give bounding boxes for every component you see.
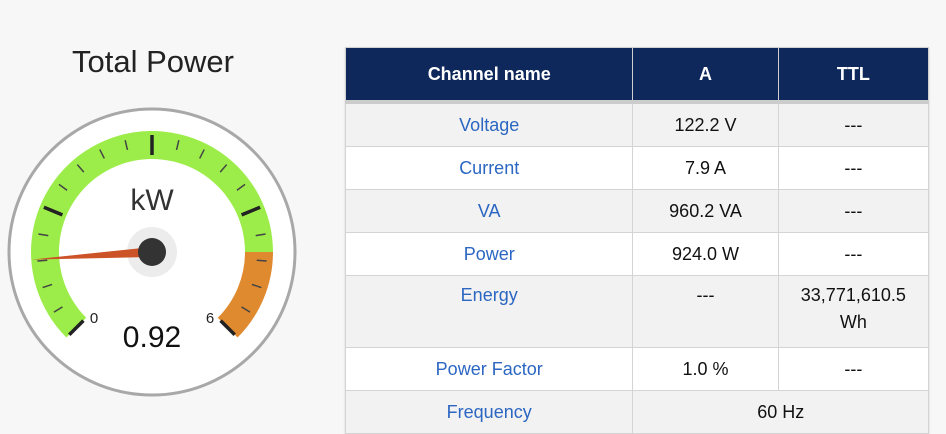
gauge-unit: kW xyxy=(130,184,174,217)
value-ttl: --- xyxy=(777,146,930,190)
table-row: Power 924.0 W --- xyxy=(344,232,930,276)
channel-name-link[interactable]: Frequency xyxy=(344,390,634,434)
gauge-minor-tick xyxy=(99,149,105,159)
value-a: 7.9 A xyxy=(632,146,779,190)
table-row: Current 7.9 A --- xyxy=(344,146,930,190)
value-ttl: --- xyxy=(777,232,930,276)
gauge-minor-tick xyxy=(236,183,246,191)
gauge-minor-tick xyxy=(256,259,267,262)
gauge-major-tick xyxy=(68,319,85,336)
header-channel-name: Channel name xyxy=(344,47,634,104)
value-a: 122.2 V xyxy=(632,101,779,147)
value-ttl: 33,771,610.5 Wh xyxy=(777,275,930,348)
gauge-minor-tick xyxy=(124,140,129,151)
gauge-minor-tick xyxy=(199,149,205,159)
value-a: 960.2 VA xyxy=(632,189,779,233)
gauge-minor-tick xyxy=(255,233,266,237)
gauge-hub xyxy=(138,238,166,266)
channel-name-link[interactable]: Voltage xyxy=(344,101,634,147)
channel-name-link[interactable]: Power xyxy=(344,232,634,276)
gauge-max-label: 6 xyxy=(206,310,214,327)
gauge-minor-tick xyxy=(58,183,68,191)
gauge-minor-tick xyxy=(76,164,85,173)
gauge-minor-tick xyxy=(37,259,48,262)
gauge-major-tick xyxy=(240,205,261,217)
table-row: Voltage 122.2 V --- xyxy=(344,101,930,147)
gauge-value: 0.92 xyxy=(123,321,181,354)
value-a: 924.0 W xyxy=(632,232,779,276)
table-row: Frequency 60 Hz xyxy=(344,390,929,434)
value-ttl: --- xyxy=(777,347,930,391)
gauge-title: Total Power xyxy=(72,44,234,79)
gauge-minor-tick xyxy=(53,306,63,313)
value-a: 1.0 % xyxy=(632,347,779,391)
channel-table: Channel name A TTL Voltage 122.2 V --- C… xyxy=(344,47,930,434)
gauge-major-tick xyxy=(43,205,64,217)
gauge-minor-tick xyxy=(251,283,262,289)
gauge-minor-tick xyxy=(175,140,180,151)
gauge-minor-tick xyxy=(38,233,49,237)
table-header-row: Channel name A TTL xyxy=(344,47,930,104)
table-row: Energy --- 33,771,610.5 Wh xyxy=(344,275,930,348)
value-frequency: 60 Hz xyxy=(632,390,929,434)
gauge-minor-tick xyxy=(42,283,53,289)
table-row: Power Factor 1.0 % --- xyxy=(344,347,930,391)
gauge-needle xyxy=(31,247,153,260)
gauge-band xyxy=(30,130,273,338)
gauge-band xyxy=(217,252,273,338)
gauge-minor-tick xyxy=(241,306,251,313)
gauge-major-tick xyxy=(219,319,236,336)
table-row: VA 960.2 VA --- xyxy=(344,189,930,233)
header-ttl: TTL xyxy=(777,47,930,104)
gauge-minor-tick xyxy=(219,164,228,173)
channel-name-link[interactable]: VA xyxy=(344,189,634,233)
value-ttl: --- xyxy=(777,189,930,233)
value-ttl: --- xyxy=(777,101,930,147)
channel-name-link[interactable]: Energy xyxy=(344,275,634,348)
channel-name-link[interactable]: Current xyxy=(344,146,634,190)
channel-name-link[interactable]: Power Factor xyxy=(344,347,634,391)
total-power-gauge: kW 0 6 0.92 xyxy=(7,107,297,397)
value-a: --- xyxy=(632,275,779,348)
header-a: A xyxy=(632,47,779,104)
gauge-min-label: 0 xyxy=(90,310,98,327)
